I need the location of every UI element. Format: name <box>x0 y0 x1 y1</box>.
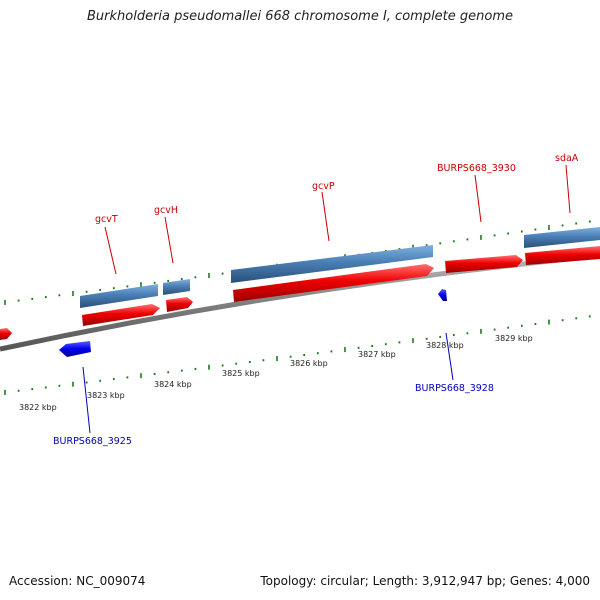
gene-bar-gcvP[interactable] <box>231 245 433 283</box>
scale-label-3822: 3822 kbp <box>19 403 57 412</box>
genome-summary-text: Topology: circular; Length: 3,912,947 bp… <box>260 574 590 588</box>
leader-gcvT <box>104 226 117 275</box>
lower-scale-ticks <box>4 315 591 395</box>
map-title: Burkholderia pseudomallei 668 chromosome… <box>86 9 514 24</box>
cds-left-edge[interactable] <box>0 328 12 340</box>
label-gcvH[interactable]: gcvH <box>154 205 178 216</box>
leader-burps668-3930 <box>474 174 482 223</box>
leader-gcvP <box>321 191 330 242</box>
scale-label-3824: 3824 kbp <box>154 380 192 389</box>
gene-bar-gcvT[interactable] <box>80 284 158 308</box>
scale-label-3823: 3823 kbp <box>87 391 125 400</box>
label-gcvP[interactable]: gcvP <box>312 181 335 192</box>
leader-gcvH <box>164 216 174 264</box>
scale-label-3825: 3825 kbp <box>222 369 260 378</box>
cds-burps668-3930[interactable] <box>445 255 523 273</box>
cds-gcvP[interactable] <box>233 264 434 302</box>
cds-gcvT[interactable] <box>82 304 160 326</box>
accession-text: Accession: NC_009074 <box>9 574 146 588</box>
label-burps668-3925[interactable]: BURPS668_3925 <box>53 436 132 447</box>
leader-burps668-3928 <box>445 332 454 381</box>
scale-label-3826: 3826 kbp <box>290 359 328 368</box>
cds-sdaA[interactable] <box>525 246 600 265</box>
gene-bar-sdaA[interactable] <box>524 227 600 248</box>
label-burps668-3930[interactable]: BURPS668_3930 <box>437 163 516 174</box>
scale-label-3827: 3827 kbp <box>358 350 396 359</box>
leader-burps668-3925 <box>82 366 91 434</box>
leader-sdaA <box>565 164 571 214</box>
cds-gcvH[interactable] <box>166 297 193 312</box>
label-gcvT[interactable]: gcvT <box>95 214 118 225</box>
cds-burps668-3928[interactable] <box>438 289 447 301</box>
label-sdaA[interactable]: sdaA <box>555 153 579 164</box>
scale-label-3829: 3829 kbp <box>495 334 533 343</box>
scale-label-3828: 3828 kbp <box>426 341 464 350</box>
cds-burps668-3925[interactable] <box>59 341 91 357</box>
label-burps668-3928[interactable]: BURPS668_3928 <box>415 383 494 394</box>
gene-bar-gcvH[interactable] <box>163 279 190 295</box>
